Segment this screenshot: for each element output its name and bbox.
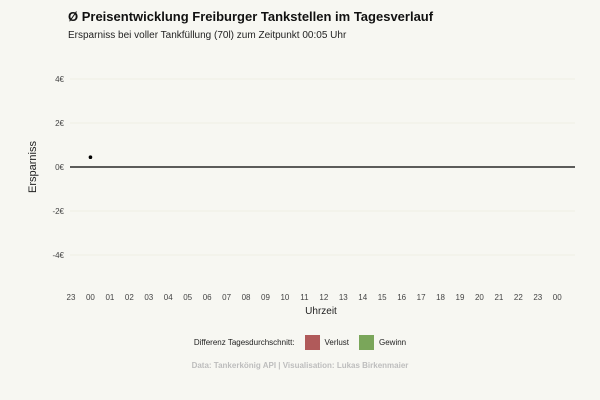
y-tick-label: -4€: [52, 251, 64, 260]
x-tick-label: 22: [514, 293, 523, 302]
x-tick-label: 00: [553, 293, 562, 302]
legend-item-loss: Verlust: [304, 335, 349, 350]
x-tick-label: 23: [67, 293, 76, 302]
x-tick-label: 23: [533, 293, 542, 302]
x-tick-label: 16: [397, 293, 406, 302]
data-points: [88, 155, 93, 159]
legend-title: Differenz Tagesdurchschnitt:: [193, 338, 295, 347]
x-tick-label: 15: [378, 293, 387, 302]
x-tick-label: 03: [144, 293, 153, 302]
x-tick-label: 19: [456, 293, 465, 302]
legend-label-loss: Verlust: [324, 338, 349, 347]
legend-swatch-loss: [304, 335, 320, 350]
x-tick-labels: 23 00 01 02 03 04 05 06 07 08 09 10 11 12 13 14 15 16 17 18…: [67, 293, 563, 302]
x-tick-label: 00: [86, 293, 95, 302]
legend-label-gain: Gewinn: [379, 338, 407, 347]
x-tick-label: 01: [105, 293, 114, 302]
x-tick-label: 09: [261, 293, 270, 302]
chart-title: Ø Preisentwicklung Freiburger Tankstelle…: [68, 9, 434, 24]
x-tick-label: 04: [164, 293, 173, 302]
y-tick-label: 0€: [55, 163, 64, 172]
x-tick-label: 10: [280, 293, 289, 302]
x-tick-label: 17: [417, 293, 426, 302]
y-axis-label: Ersparniss: [27, 141, 39, 193]
x-tick-label: 13: [339, 293, 348, 302]
y-tick-labels: 4€ 2€ 0€ -2€ -4€: [52, 75, 64, 260]
chart-subtitle: Ersparniss bei voller Tankfüllung (70l) …: [68, 30, 347, 41]
data-point: [88, 155, 93, 159]
x-tick-label: 14: [358, 293, 367, 302]
legend-item-gain: Gewinn: [359, 335, 406, 350]
x-tick-label: 05: [183, 293, 192, 302]
y-tick-label: 2€: [55, 119, 64, 128]
x-tick-label: 08: [242, 293, 251, 302]
x-tick-label: 12: [319, 293, 328, 302]
x-tick-label: 20: [475, 293, 484, 302]
x-tick-label: 02: [125, 293, 134, 302]
x-axis-label: Uhrzeit: [305, 306, 337, 317]
y-tick-label: -2€: [52, 207, 64, 216]
x-tick-label: 18: [436, 293, 445, 302]
legend: Differenz Tagesdurchschnitt: Verlust Gew…: [0, 335, 600, 350]
x-tick-label: 06: [203, 293, 212, 302]
x-tick-label: 07: [222, 293, 231, 302]
x-tick-label: 21: [494, 293, 503, 302]
x-tick-label: 11: [300, 293, 309, 302]
data-caption: Data: Tankerkönig API | Visualisation: L…: [191, 361, 409, 370]
legend-swatch-gain: [359, 335, 374, 350]
y-tick-label: 4€: [55, 75, 64, 84]
